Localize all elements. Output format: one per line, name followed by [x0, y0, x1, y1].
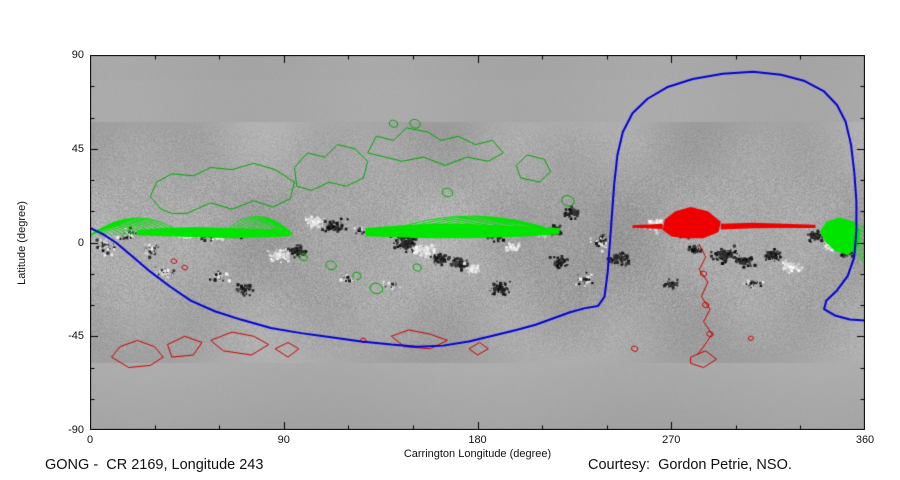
y-tick-label: -90 — [68, 424, 84, 436]
plot-area — [90, 55, 865, 430]
y-axis-title: Latitude (degree) — [16, 201, 28, 285]
x-tick-label: 90 — [277, 434, 290, 446]
courtesy-credit: Courtesy: Gordon Petrie, NSO. — [588, 457, 792, 473]
y-tick-label: 45 — [71, 142, 84, 155]
synoptic-map-canvas — [90, 55, 865, 430]
x-tick-label: 270 — [662, 434, 681, 446]
x-axis-title: Carrington Longitude (degree) — [403, 448, 552, 460]
x-tick-label: 360 — [855, 434, 875, 446]
figure-title: GONG - CR 2169, Longitude 243 — [45, 457, 264, 473]
y-tick-label: 0 — [77, 236, 84, 249]
x-tick-label: 0 — [86, 434, 94, 446]
x-tick-label: 180 — [468, 434, 487, 446]
y-tick-label: -45 — [68, 330, 84, 343]
y-tick-label: 90 — [71, 49, 84, 61]
